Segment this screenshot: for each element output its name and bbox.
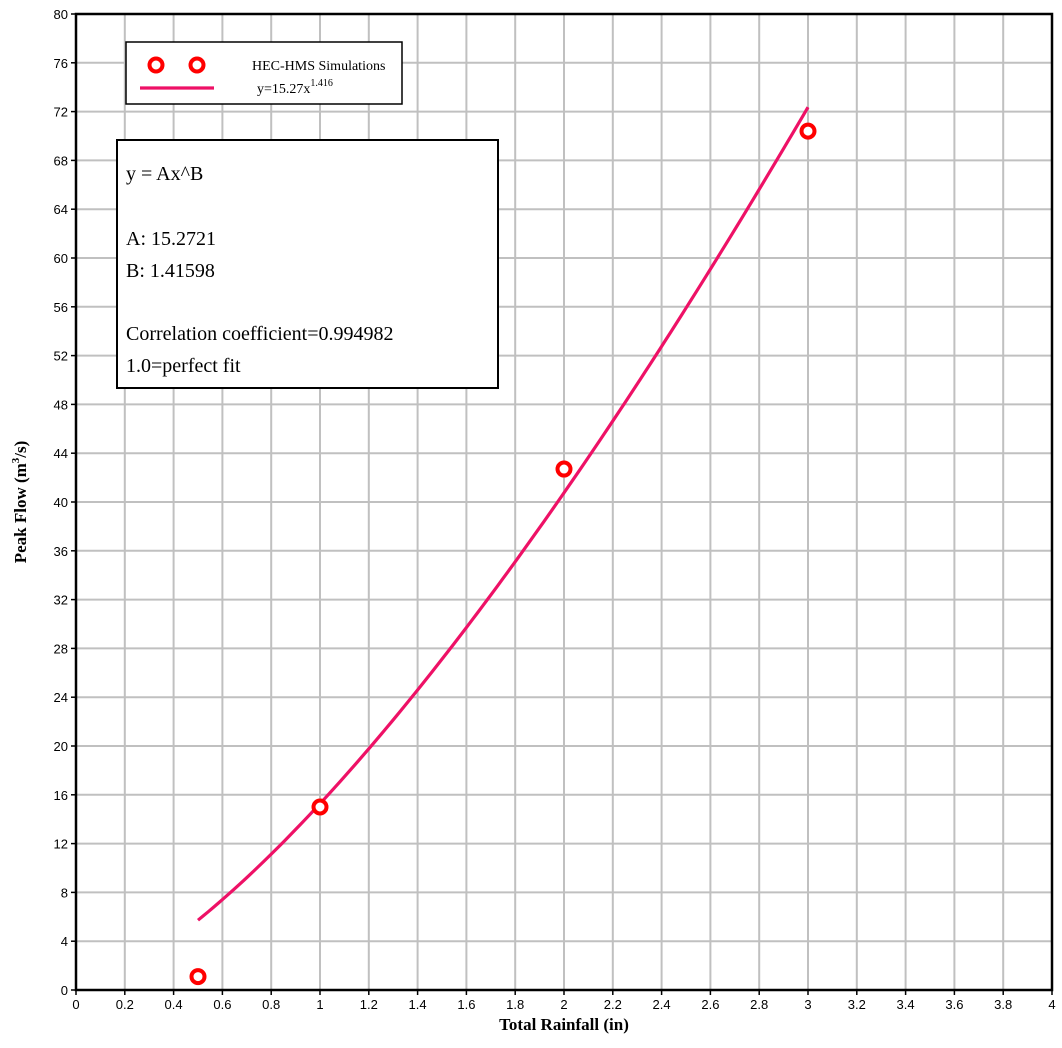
fit-coefficient-a: A: 15.2721 xyxy=(126,228,216,250)
legend-marker-1 xyxy=(147,56,165,74)
fit-stats-frame xyxy=(116,139,499,389)
x-tick-label: 2 xyxy=(560,997,567,1012)
y-axis-title-superscript: 3 xyxy=(10,457,22,463)
y-tick-label: 48 xyxy=(54,397,68,412)
x-tick-label: 2.2 xyxy=(604,997,622,1012)
x-axis-ticks: 0 0.2 0.4 0.6 0.8 1 1.2 1.4 1.6 1.8 2 2.2 2.4 2.6 2.8 3… xyxy=(72,990,1056,1012)
y-tick-label: 76 xyxy=(54,56,68,71)
legend-label-simulations: HEC-HMS Simulations xyxy=(252,59,385,74)
x-tick-label: 0.8 xyxy=(262,997,280,1012)
data-point xyxy=(189,968,207,986)
x-tick-label: 1.4 xyxy=(409,997,427,1012)
fit-perfect-note: 1.0=perfect fit xyxy=(126,355,241,377)
y-tick-label: 24 xyxy=(54,690,68,705)
plot-frame xyxy=(74,12,1054,992)
y-tick-label: 12 xyxy=(54,837,68,852)
y-tick-label: 8 xyxy=(61,885,68,900)
x-tick-label: 2.4 xyxy=(653,997,671,1012)
x-tick-label: 3.8 xyxy=(994,997,1012,1012)
y-axis-title-tail: /s) xyxy=(11,441,30,459)
x-tick-label: 4 xyxy=(1048,997,1055,1012)
x-tick-label: 1.6 xyxy=(457,997,475,1012)
y-tick-label: 40 xyxy=(54,495,68,510)
y-tick-label: 72 xyxy=(54,105,68,120)
fit-correlation: Correlation coefficient=0.994982 xyxy=(126,323,394,345)
y-tick-label: 36 xyxy=(54,544,68,559)
x-tick-label: 0.4 xyxy=(165,997,183,1012)
legend-box xyxy=(125,41,403,105)
x-tick-label: 3.4 xyxy=(897,997,915,1012)
fit-stats-box: y = Ax^B A: 15.2721 B: 1.41598 Correlati… xyxy=(116,139,499,389)
x-tick-label: 0.2 xyxy=(116,997,134,1012)
legend-fit-main: y=15.27x xyxy=(257,82,310,97)
data-point xyxy=(799,122,817,140)
legend: HEC-HMS Simulations y=15.27x1.416 xyxy=(125,41,403,105)
y-tick-label: 20 xyxy=(54,739,68,754)
y-axis-title-main: Peak Flow (m xyxy=(11,463,30,563)
legend-fit-exponent: 1.416 xyxy=(310,78,333,89)
y-tick-label: 60 xyxy=(54,251,68,266)
x-tick-label: 0 xyxy=(72,997,79,1012)
y-tick-label: 64 xyxy=(54,202,68,217)
x-tick-label: 1 xyxy=(316,997,323,1012)
data-point xyxy=(311,798,329,816)
data-points xyxy=(189,122,817,986)
y-tick-label: 44 xyxy=(54,446,68,461)
x-tick-label: 2.8 xyxy=(750,997,768,1012)
legend-label-fit: y=15.27x1.416 xyxy=(257,78,333,97)
y-tick-label: 56 xyxy=(54,300,68,315)
y-tick-label: 32 xyxy=(54,593,68,608)
x-tick-label: 2.6 xyxy=(701,997,719,1012)
y-tick-label: 68 xyxy=(54,153,68,168)
y-tick-label: 0 xyxy=(61,983,68,998)
x-axis-title: Total Rainfall (in) xyxy=(499,1015,629,1034)
x-tick-label: 3 xyxy=(804,997,811,1012)
y-tick-label: 80 xyxy=(54,7,68,22)
x-tick-label: 3.2 xyxy=(848,997,866,1012)
x-tick-label: 1.2 xyxy=(360,997,378,1012)
x-tick-label: 0.6 xyxy=(213,997,231,1012)
fit-coefficient-b: B: 1.41598 xyxy=(126,260,215,282)
power-fit-curve xyxy=(196,106,810,922)
y-axis-title: Peak Flow (m3/s) xyxy=(10,441,30,564)
y-tick-label: 28 xyxy=(54,641,68,656)
y-tick-label: 16 xyxy=(54,788,68,803)
y-tick-label: 52 xyxy=(54,349,68,364)
fit-equation: y = Ax^B xyxy=(126,163,203,185)
data-point xyxy=(555,460,573,478)
y-tick-label: 4 xyxy=(61,934,68,949)
x-tick-label: 3.6 xyxy=(945,997,963,1012)
x-tick-label: 1.8 xyxy=(506,997,524,1012)
legend-marker-2 xyxy=(188,56,206,74)
